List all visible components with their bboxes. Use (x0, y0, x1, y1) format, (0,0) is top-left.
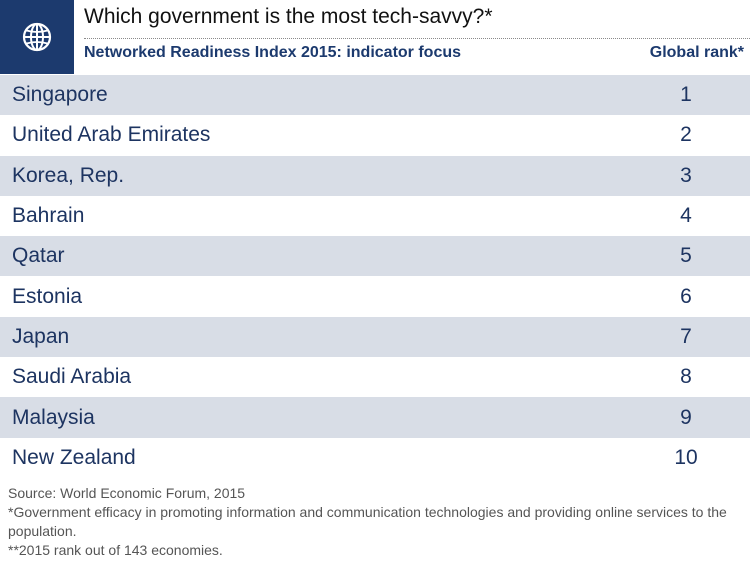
table-row: Estonia 6 (0, 276, 750, 317)
table-row: Qatar 5 (0, 236, 750, 277)
chart-title: Which government is the most tech-savvy?… (84, 5, 493, 28)
title-divider (84, 38, 750, 39)
logo-box (0, 0, 74, 74)
rank-cell: 3 (680, 163, 692, 187)
rank-column-header: Global rank* (649, 44, 744, 61)
rank-cell: 2 (680, 123, 692, 147)
rank-cell: 6 (680, 284, 692, 308)
table-row: Saudi Arabia 8 (0, 357, 750, 398)
rank-cell: 7 (680, 324, 692, 348)
country-cell: United Arab Emirates (12, 123, 211, 147)
table-row: Japan 7 (0, 316, 750, 358)
rank-table: Singapore 1 United Arab Emirates 2 Korea, Re… (0, 75, 750, 478)
country-cell: Japan (12, 324, 70, 348)
rank-cell: 5 (680, 244, 692, 268)
country-cell: Saudi Arabia (12, 365, 132, 389)
table-row: Singapore 1 (0, 75, 750, 116)
header: Which government is the most tech-savvy?… (0, 0, 750, 74)
chart-subtitle: Networked Readiness Index 2015: indicato… (84, 44, 462, 61)
country-cell: Bahrain (12, 204, 85, 228)
country-cell: Qatar (12, 244, 65, 268)
country-cell: Singapore (12, 83, 108, 107)
rank-cell: 9 (680, 405, 692, 429)
rank-cell: 4 (680, 204, 692, 228)
table-row: Korea, Rep. 3 (0, 155, 750, 196)
rank-cell: 10 (674, 445, 698, 469)
footer: Source: World Economic Forum, 2015 *Gove… (8, 484, 740, 560)
country-cell: Malaysia (12, 405, 95, 429)
table-row: Malaysia 9 (0, 397, 750, 438)
table-row: United Arab Emirates 2 (0, 115, 750, 156)
source-note: Source: World Economic Forum, 2015 (8, 485, 246, 501)
table-row: New Zealand 10 (0, 437, 750, 478)
rank-cell: 8 (680, 365, 692, 389)
country-cell: Korea, Rep. (12, 163, 125, 187)
globe-icon (22, 22, 52, 52)
country-cell: Estonia (12, 284, 83, 308)
table-row: Bahrain 4 (0, 195, 750, 237)
footnote-efficacy: *Government efficacy in promoting inform… (8, 504, 727, 539)
footnote-rank: **2015 rank out of 143 economies. (8, 542, 223, 558)
rank-cell: 1 (680, 83, 692, 107)
country-cell: New Zealand (12, 445, 136, 469)
